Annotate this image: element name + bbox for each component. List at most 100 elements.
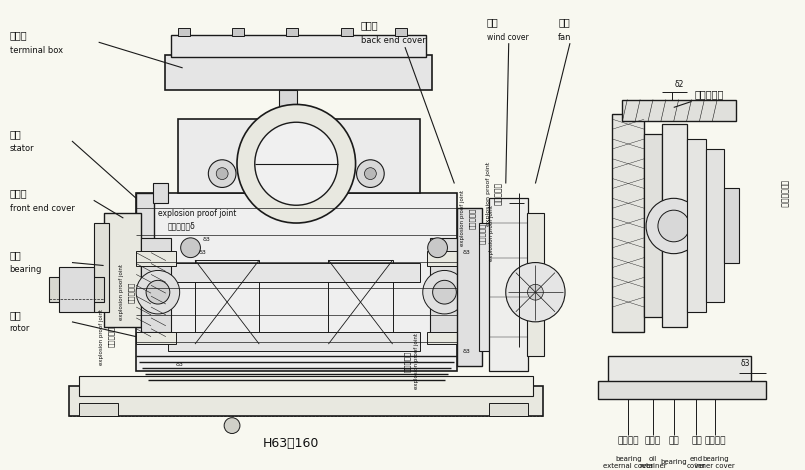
Bar (79, 403, 118, 415)
Circle shape (658, 210, 690, 242)
Bar (195, 260, 259, 344)
Text: 隔爆接合面: 隔爆接合面 (108, 326, 115, 347)
Text: rotor: rotor (10, 324, 30, 333)
Bar (136, 251, 175, 266)
Bar (662, 124, 687, 327)
Text: 軸承: 軸承 (668, 436, 679, 445)
Circle shape (180, 238, 200, 258)
Text: 隔爆接合面: 隔爆接合面 (494, 182, 503, 205)
Text: explosion proof joint: explosion proof joint (460, 190, 464, 246)
Bar (608, 356, 751, 386)
Circle shape (365, 168, 376, 180)
Bar (287, 28, 298, 36)
Circle shape (254, 122, 338, 205)
Text: bearing: bearing (10, 265, 42, 274)
Bar (178, 119, 419, 193)
Text: 風罩: 風罩 (487, 17, 499, 27)
Circle shape (427, 238, 448, 258)
Circle shape (432, 280, 456, 304)
Bar (104, 213, 141, 327)
Text: bearing: bearing (660, 459, 687, 465)
Text: oil
retainer: oil retainer (639, 455, 667, 469)
Text: stator: stator (10, 144, 35, 153)
Text: explosion proof joint: explosion proof joint (486, 161, 492, 226)
Bar (69, 386, 543, 415)
Text: 隔爆接合面: 隔爆接合面 (403, 351, 411, 372)
Text: δ3: δ3 (175, 362, 184, 367)
Text: explosion proof joint: explosion proof joint (119, 264, 124, 320)
Text: 軸承外蓋: 軸承外蓋 (617, 436, 639, 445)
Text: H63～160: H63～160 (263, 437, 320, 450)
Text: bearing
inner cover: bearing inner cover (696, 455, 735, 469)
Bar (613, 114, 644, 332)
Bar (232, 28, 244, 36)
Bar (526, 213, 544, 356)
Text: 端蓋: 端蓋 (691, 436, 702, 445)
Bar (427, 332, 466, 344)
Bar (597, 381, 766, 399)
Text: bearing
external cover: bearing external cover (603, 455, 654, 469)
Bar (167, 263, 419, 282)
Text: 前端蓋: 前端蓋 (10, 188, 27, 198)
Text: δ2: δ2 (675, 80, 684, 89)
Bar (489, 403, 529, 415)
Text: explosion proof joint: explosion proof joint (99, 309, 104, 365)
Circle shape (646, 198, 701, 254)
Circle shape (527, 284, 543, 300)
Text: explosion proof joint: explosion proof joint (158, 209, 237, 218)
Text: 后端蓋: 后端蓋 (361, 20, 378, 31)
Circle shape (237, 104, 356, 223)
Text: 固定軸套整距: 固定軸套整距 (779, 180, 788, 207)
Bar (479, 223, 494, 352)
Bar (59, 267, 93, 312)
Bar (178, 28, 189, 36)
Bar (141, 238, 171, 332)
Bar (165, 55, 431, 90)
Circle shape (146, 280, 170, 304)
Bar (687, 139, 706, 312)
Text: explosion proof joint: explosion proof joint (415, 333, 419, 389)
Text: 定子: 定子 (10, 129, 22, 139)
Circle shape (357, 160, 384, 188)
Bar (341, 28, 353, 36)
Bar (136, 193, 154, 327)
Bar (171, 35, 426, 57)
Text: 隔爆接合面: 隔爆接合面 (479, 222, 485, 243)
Text: δ3: δ3 (199, 250, 206, 255)
Text: terminal box: terminal box (10, 46, 63, 55)
Circle shape (423, 270, 466, 314)
Text: back end cover: back end cover (361, 36, 425, 45)
Text: 隔爆接合面: 隔爆接合面 (128, 282, 134, 303)
Text: 隔爆接合面δ: 隔爆接合面δ (167, 221, 196, 230)
Text: 轉子: 轉子 (10, 310, 22, 320)
Text: end
cover: end cover (687, 455, 706, 469)
Text: δ3: δ3 (462, 349, 470, 354)
Bar (706, 149, 724, 302)
Circle shape (136, 270, 180, 314)
Text: 隔爆接合面: 隔爆接合面 (695, 90, 724, 100)
Bar (489, 198, 529, 371)
Circle shape (217, 168, 228, 180)
Circle shape (506, 263, 565, 322)
Circle shape (224, 418, 240, 433)
Bar (136, 332, 175, 344)
Text: 軸承: 軸承 (10, 251, 22, 261)
Bar (49, 277, 104, 302)
Text: explosion proof joint: explosion proof joint (489, 205, 494, 261)
Text: wind cover: wind cover (487, 33, 529, 42)
Text: fan: fan (558, 33, 572, 42)
Text: δ3: δ3 (462, 250, 470, 255)
Bar (644, 134, 662, 317)
Bar (167, 332, 419, 352)
Bar (622, 100, 736, 121)
Text: δ3: δ3 (741, 359, 750, 368)
Bar (136, 193, 457, 371)
Bar (93, 223, 109, 312)
Bar (427, 251, 466, 266)
Bar (724, 188, 739, 263)
Bar (395, 28, 407, 36)
Circle shape (208, 160, 236, 188)
Bar (430, 238, 460, 337)
Text: front end cover: front end cover (10, 204, 75, 213)
Bar (79, 376, 534, 396)
